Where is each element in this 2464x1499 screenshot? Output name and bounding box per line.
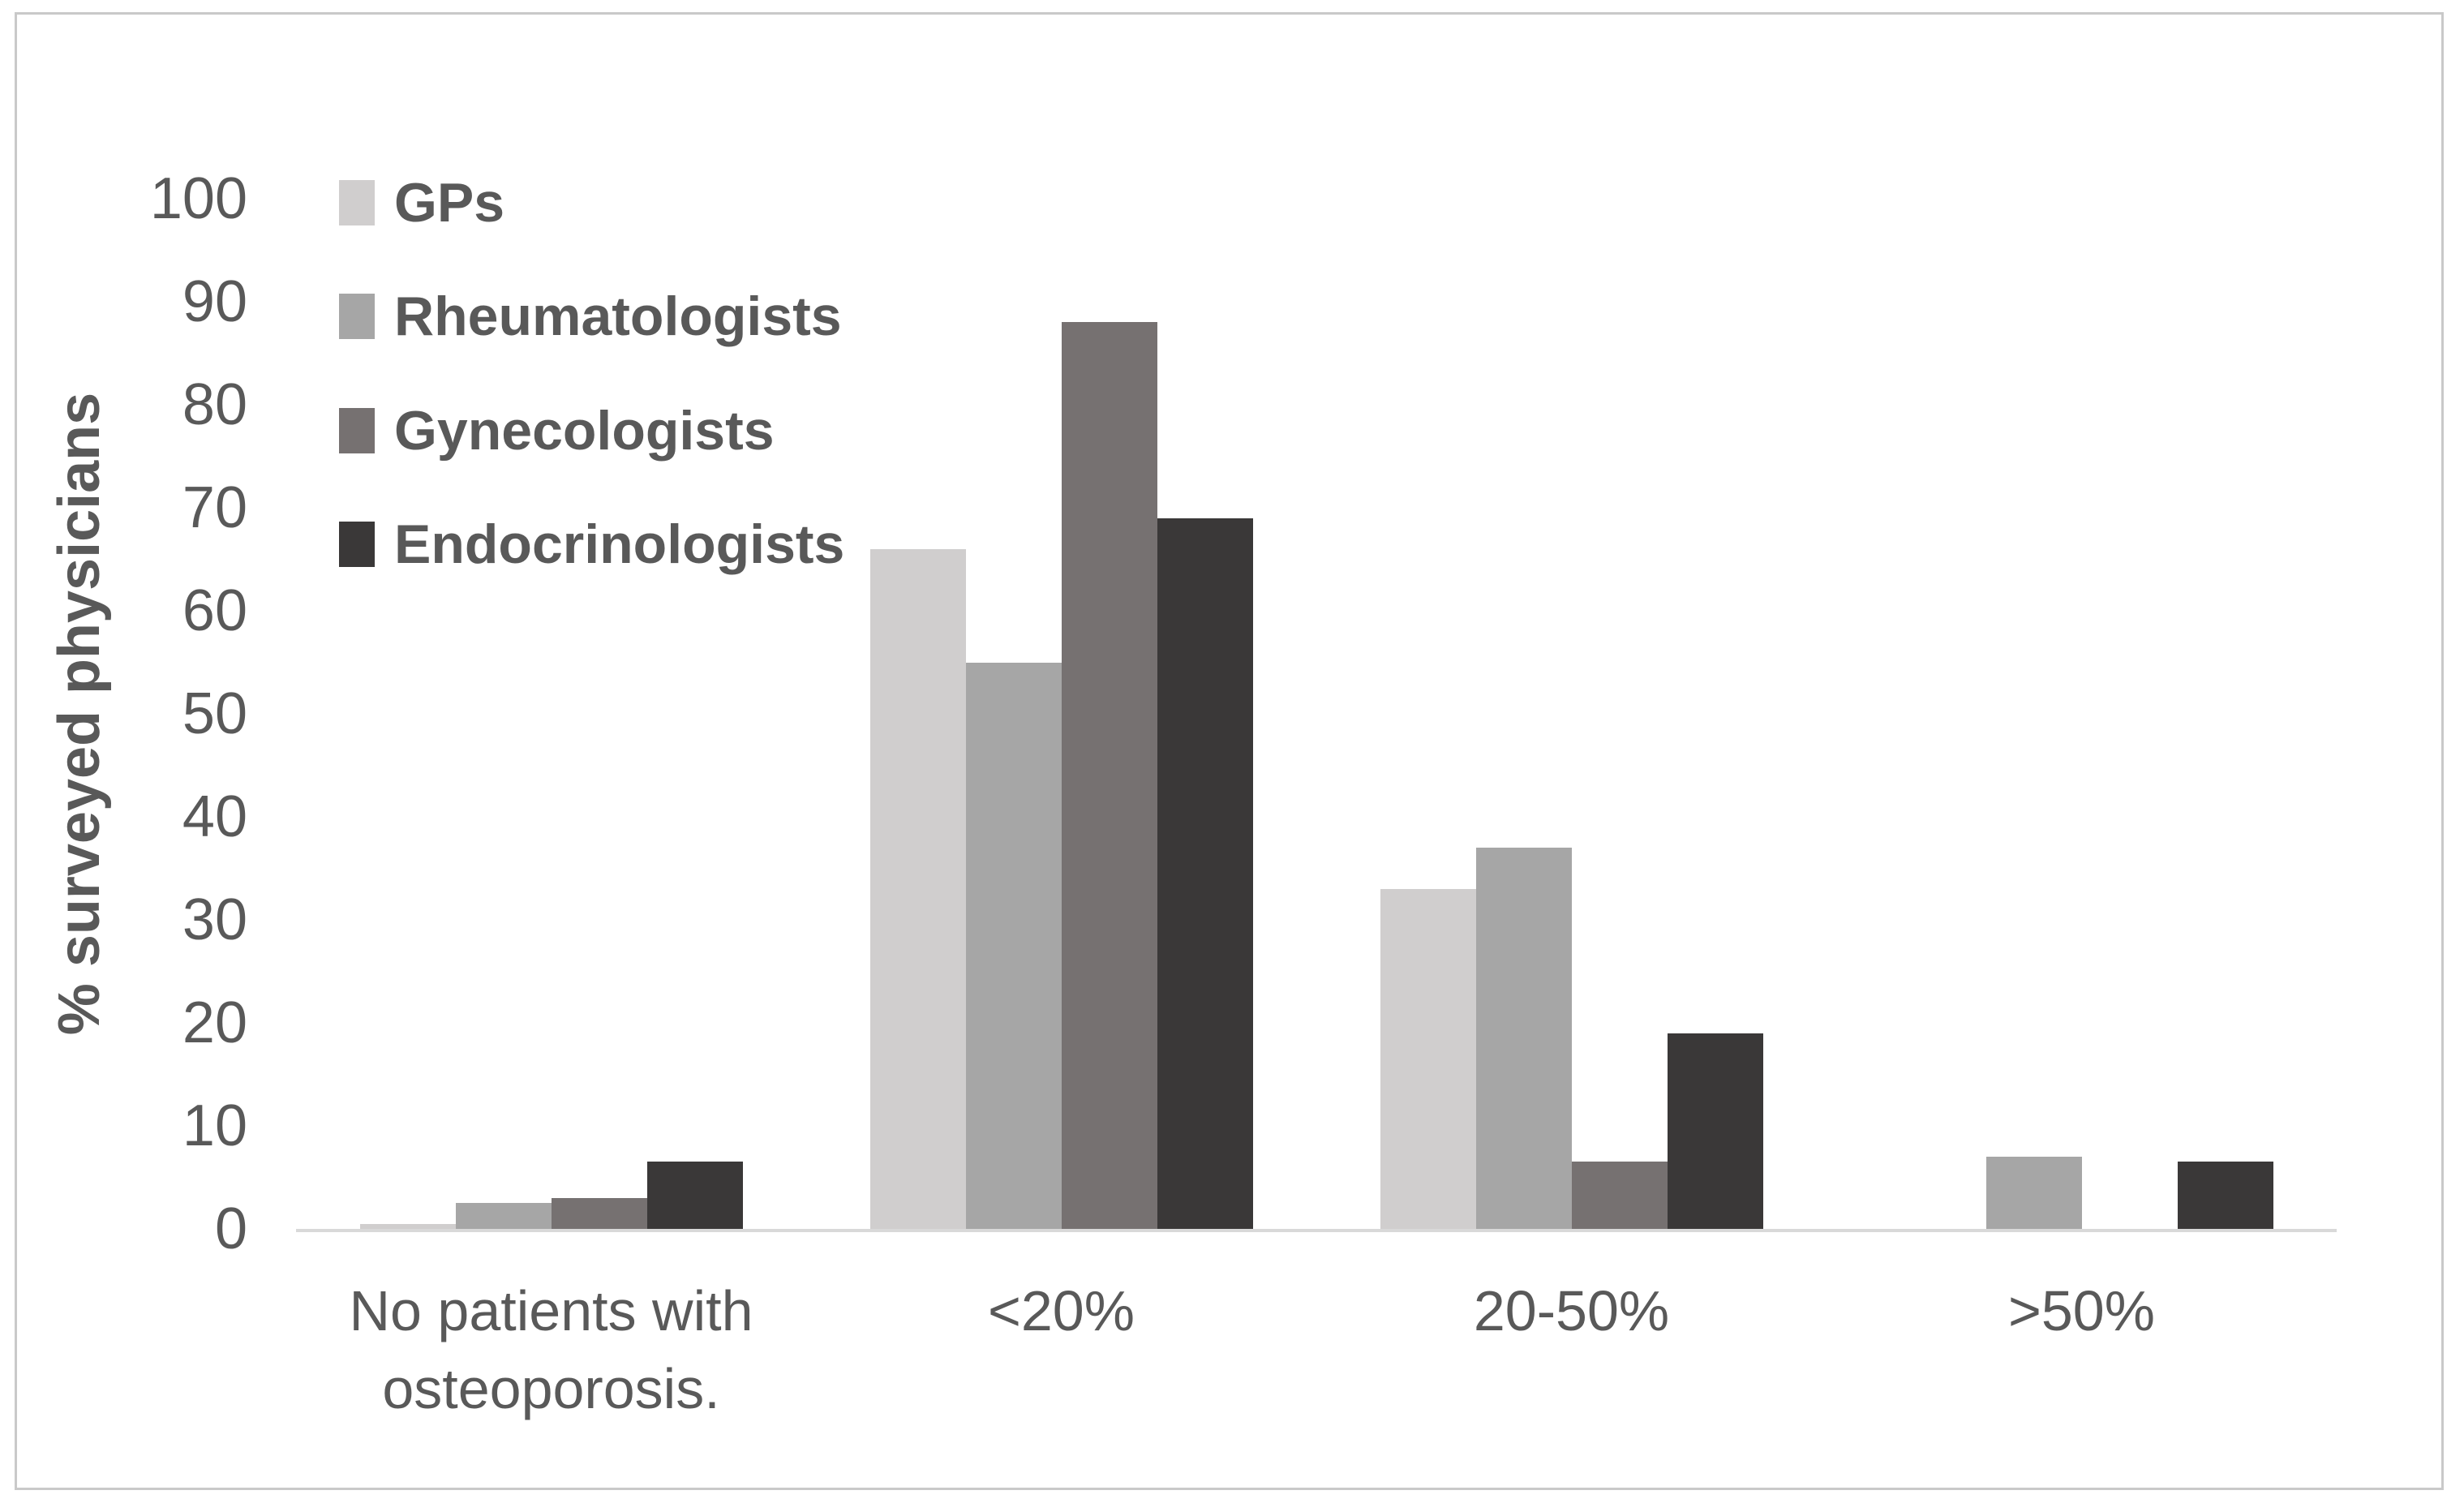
bar-gps-20-50 — [1380, 888, 1476, 1229]
y-tick-label-100: 100 — [149, 166, 247, 231]
y-tick-label-0: 0 — [214, 1196, 247, 1261]
y-tick-label-90: 90 — [182, 269, 247, 334]
bar-endocrinologists-20 — [1157, 518, 1253, 1229]
bar-cluster-no-patients-with-osteoporosis — [359, 199, 743, 1229]
y-tick-label-30: 30 — [182, 887, 247, 952]
bar-group-no-patients-with-osteoporosis — [296, 199, 806, 1229]
bar-group-20-50 — [1316, 199, 1827, 1229]
bar-rheumatologists-50 — [1985, 1157, 2082, 1229]
y-tick-label-60: 60 — [182, 578, 247, 643]
bar-gynecologists-no-patients-with-osteoporosis — [551, 1197, 647, 1229]
x-axis-label-50: >50% — [2008, 1279, 2155, 1342]
bar-endocrinologists-no-patients-with-osteoporosis — [646, 1162, 743, 1229]
bar-cluster-20-50 — [1380, 199, 1763, 1229]
bar-gynecologists-20-50 — [1571, 1162, 1668, 1229]
legend-item-rheumatologists: Rheumatologists — [339, 285, 842, 348]
bar-endocrinologists-20-50 — [1667, 1033, 1763, 1229]
y-tick-label-50: 50 — [182, 681, 247, 746]
bar-rheumatologists-20-50 — [1475, 848, 1572, 1229]
bar-rheumatologists-20 — [965, 662, 1062, 1229]
bar-group-20 — [806, 199, 1316, 1229]
bar-group-50 — [1827, 199, 2337, 1229]
bar-endocrinologists-50 — [2177, 1162, 2273, 1229]
bar-rheumatologists-no-patients-with-osteoporosis — [455, 1203, 552, 1229]
x-axis-label-20: <20% — [988, 1279, 1135, 1342]
legend-swatch-endocrinologists — [339, 522, 375, 567]
legend-item-endocrinologists: Endocrinologists — [339, 513, 844, 576]
y-tick-label-70: 70 — [182, 475, 247, 540]
y-tick-label-20: 20 — [182, 990, 247, 1055]
legend-swatch-gps — [339, 180, 375, 225]
legend-item-gps: GPs — [339, 171, 504, 234]
legend-label-rheumatologists: Rheumatologists — [394, 286, 842, 347]
legend-item-gynecologists: Gynecologists — [339, 399, 775, 462]
legend-swatch-rheumatologists — [339, 294, 375, 339]
bar-cluster-20 — [869, 199, 1253, 1229]
legend-swatch-gynecologists — [339, 408, 375, 453]
x-axis-label-no-patients-with-osteoporosis: No patients with osteoporosis. — [349, 1279, 753, 1420]
x-axis-label-20-50: 20-50% — [1473, 1279, 1670, 1342]
y-tick-label-10: 10 — [182, 1093, 247, 1158]
y-tick-label-80: 80 — [182, 372, 247, 437]
bar-gps-no-patients-with-osteoporosis — [359, 1223, 456, 1229]
bar-gynecologists-20 — [1061, 322, 1157, 1229]
y-tick-label-40: 40 — [182, 784, 247, 849]
bar-gps-20 — [869, 548, 966, 1229]
legend-label-gps: GPs — [394, 172, 505, 234]
bar-cluster-50 — [1891, 199, 2273, 1229]
legend-label-gynecologists: Gynecologists — [394, 400, 775, 462]
plot-area — [296, 199, 2337, 1232]
legend-label-endocrinologists: Endocrinologists — [394, 513, 845, 575]
